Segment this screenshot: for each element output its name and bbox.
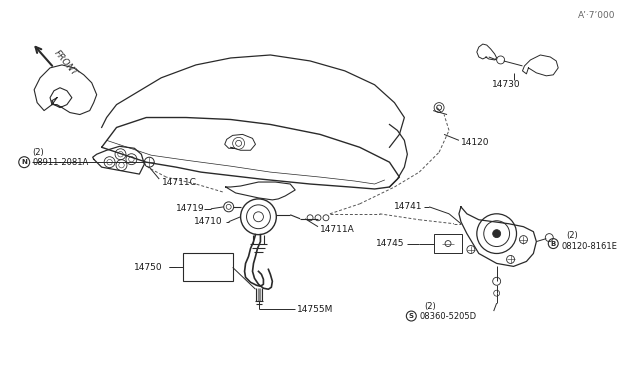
- Circle shape: [493, 230, 500, 238]
- Bar: [434, 234, 462, 253]
- Text: (2): (2): [32, 148, 44, 157]
- Text: 08120-8161E: 08120-8161E: [561, 242, 617, 251]
- Text: 14719: 14719: [176, 204, 205, 213]
- Text: B: B: [550, 241, 556, 247]
- Text: A’·7’000: A’·7’000: [578, 11, 616, 20]
- Text: FRONT: FRONT: [52, 48, 79, 78]
- Text: 14711C: 14711C: [162, 177, 197, 186]
- Text: 14711A: 14711A: [320, 225, 355, 234]
- Text: (2): (2): [424, 302, 436, 311]
- Text: 14755M: 14755M: [297, 305, 333, 314]
- Text: 08360-5205D: 08360-5205D: [419, 311, 476, 321]
- Text: (2): (2): [566, 231, 578, 240]
- Text: 08911-2081A: 08911-2081A: [32, 158, 88, 167]
- Bar: [183, 253, 233, 281]
- Text: 14741: 14741: [394, 202, 423, 211]
- Text: S: S: [409, 313, 414, 319]
- Text: 14745: 14745: [376, 239, 404, 248]
- Text: 14730: 14730: [492, 80, 521, 89]
- Text: 14710: 14710: [194, 217, 223, 226]
- Text: 14750: 14750: [134, 263, 163, 272]
- Text: 14120: 14120: [461, 138, 490, 147]
- Text: N: N: [21, 159, 27, 165]
